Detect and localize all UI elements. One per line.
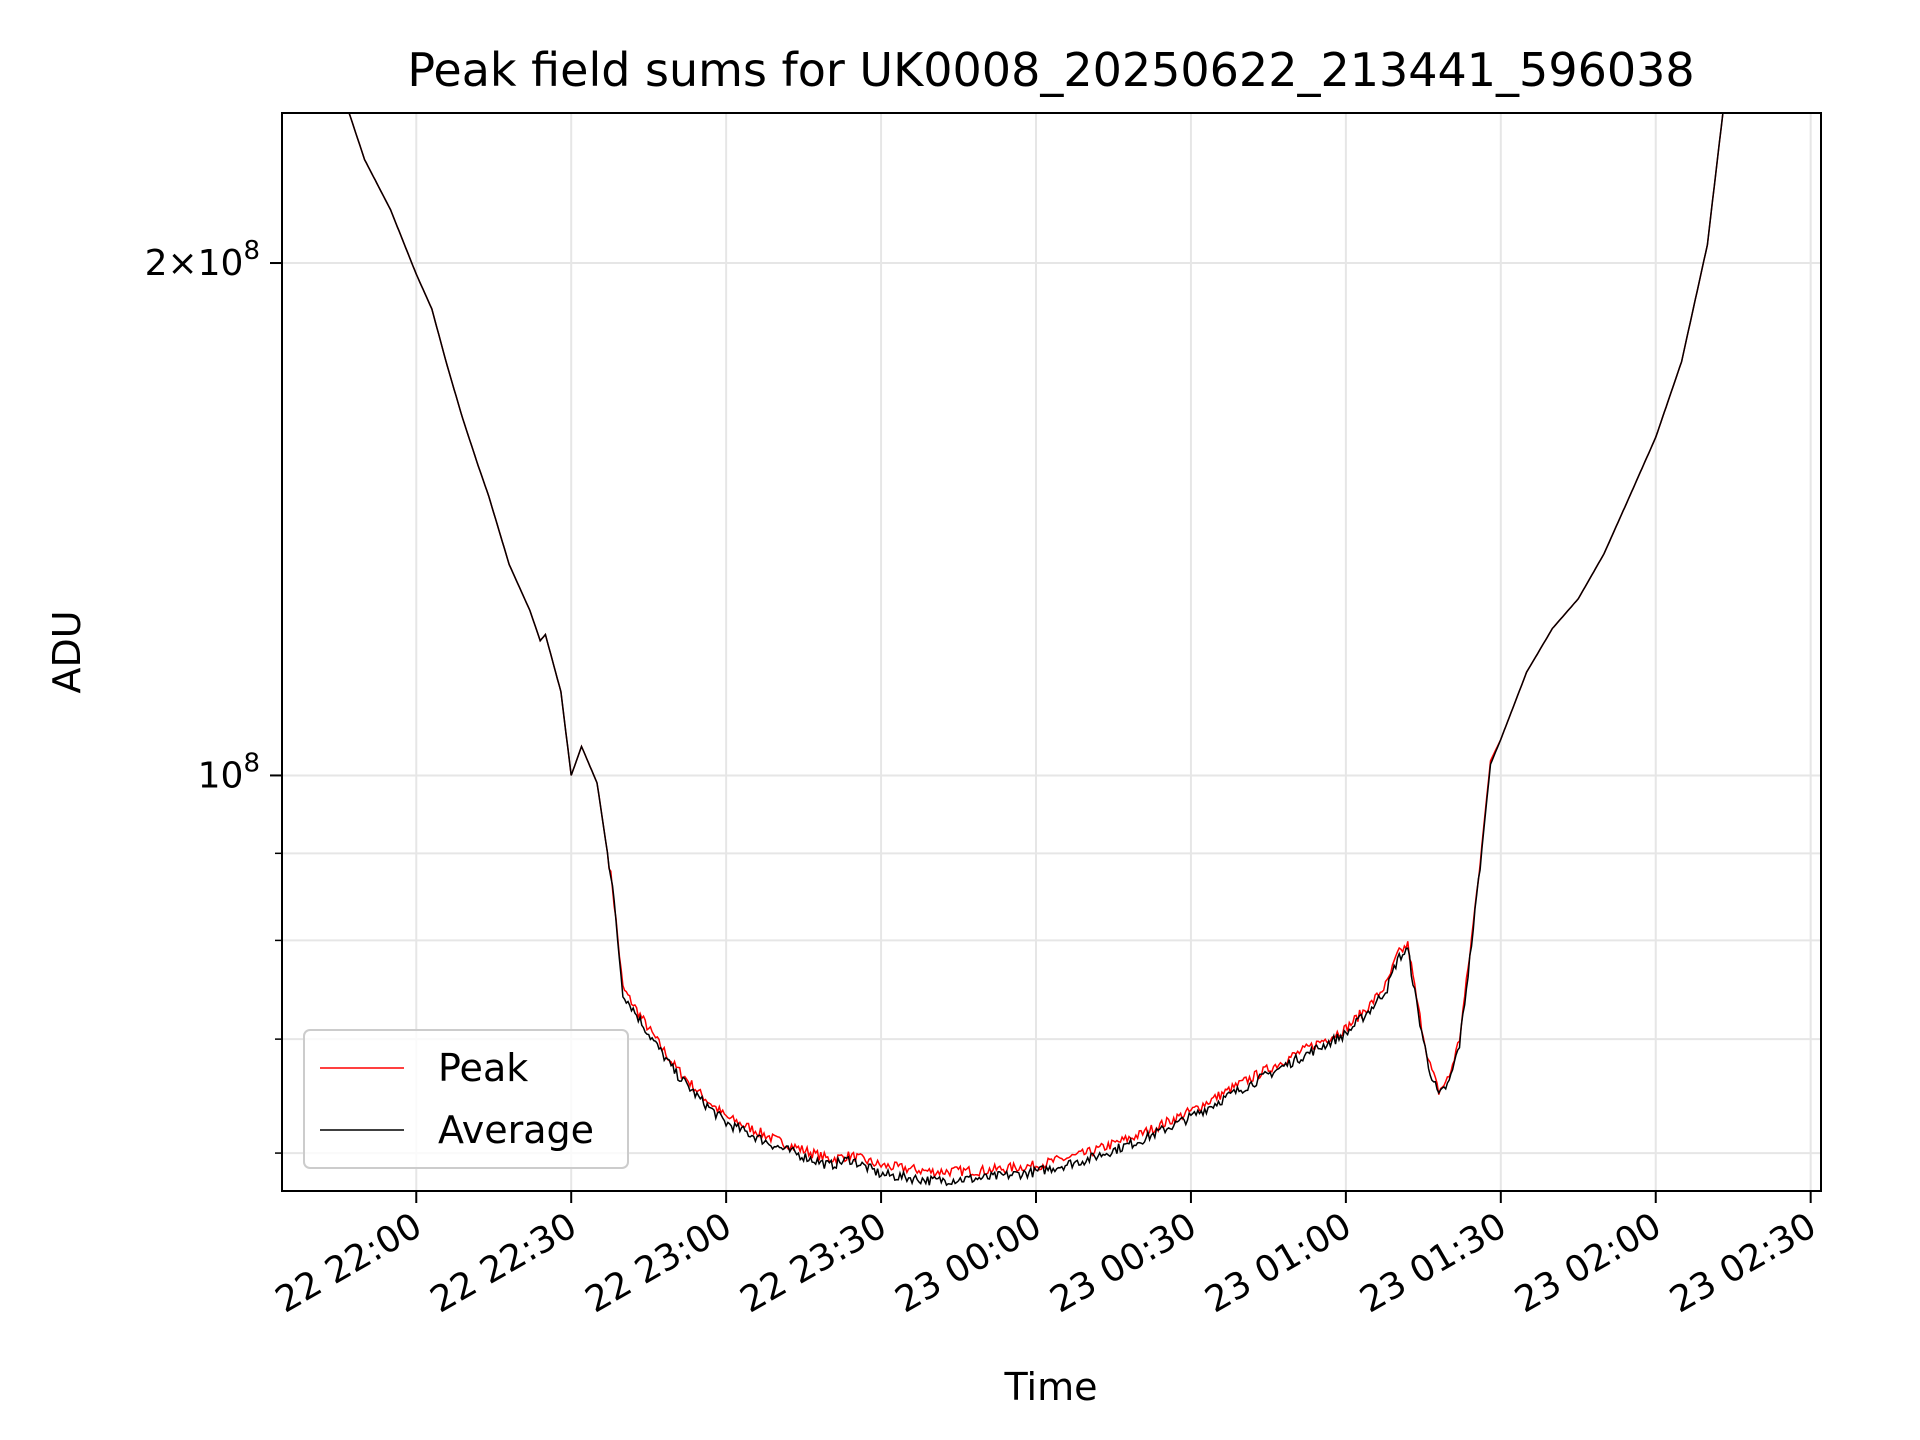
- chart-title: Peak field sums for UK0008_20250622_2134…: [407, 43, 1694, 97]
- x-axis-title: Time: [1004, 1365, 1098, 1409]
- y-axis: 108 2×108: [145, 236, 282, 1154]
- legend-label-average: Average: [438, 1108, 594, 1152]
- legend-label-peak: Peak: [438, 1046, 528, 1090]
- plot-area-frame: [281, 112, 1822, 1192]
- legend-box: [303, 1029, 629, 1169]
- series-line-average: [282, 113, 1724, 1187]
- y-axis-title: ADU: [45, 610, 89, 693]
- legend: Peak Average: [303, 1029, 629, 1169]
- series-layer: [282, 113, 1724, 1187]
- y-tick-label: 2×108: [145, 236, 260, 284]
- y-tick-label: 108: [198, 748, 260, 796]
- grid: [282, 113, 1821, 1191]
